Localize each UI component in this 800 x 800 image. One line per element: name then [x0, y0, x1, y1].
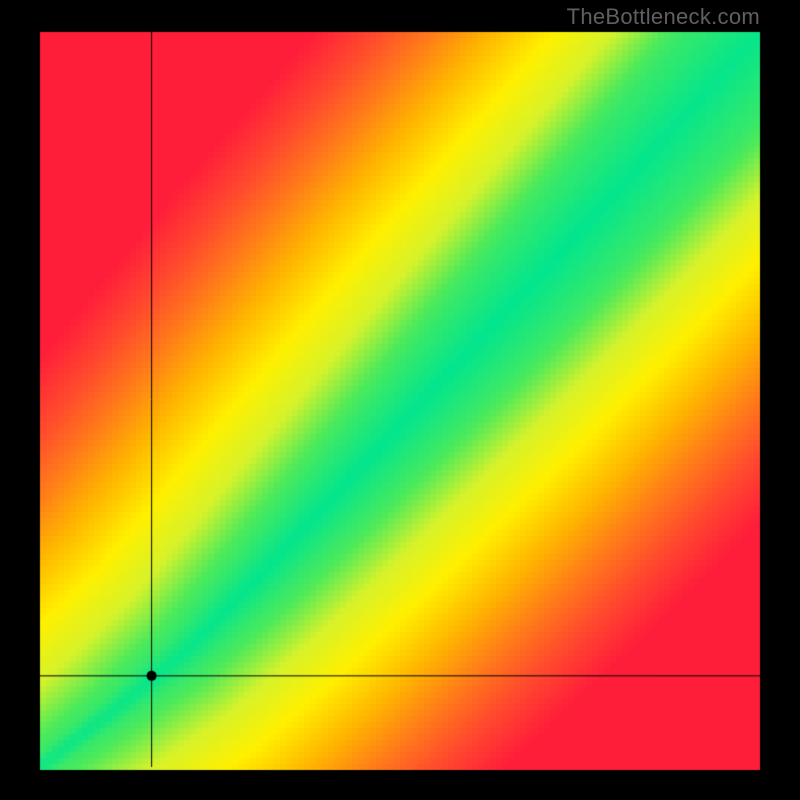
chart-root: TheBottleneck.com [0, 0, 800, 800]
bottleneck-heatmap [0, 0, 800, 800]
watermark: TheBottleneck.com [567, 4, 760, 30]
